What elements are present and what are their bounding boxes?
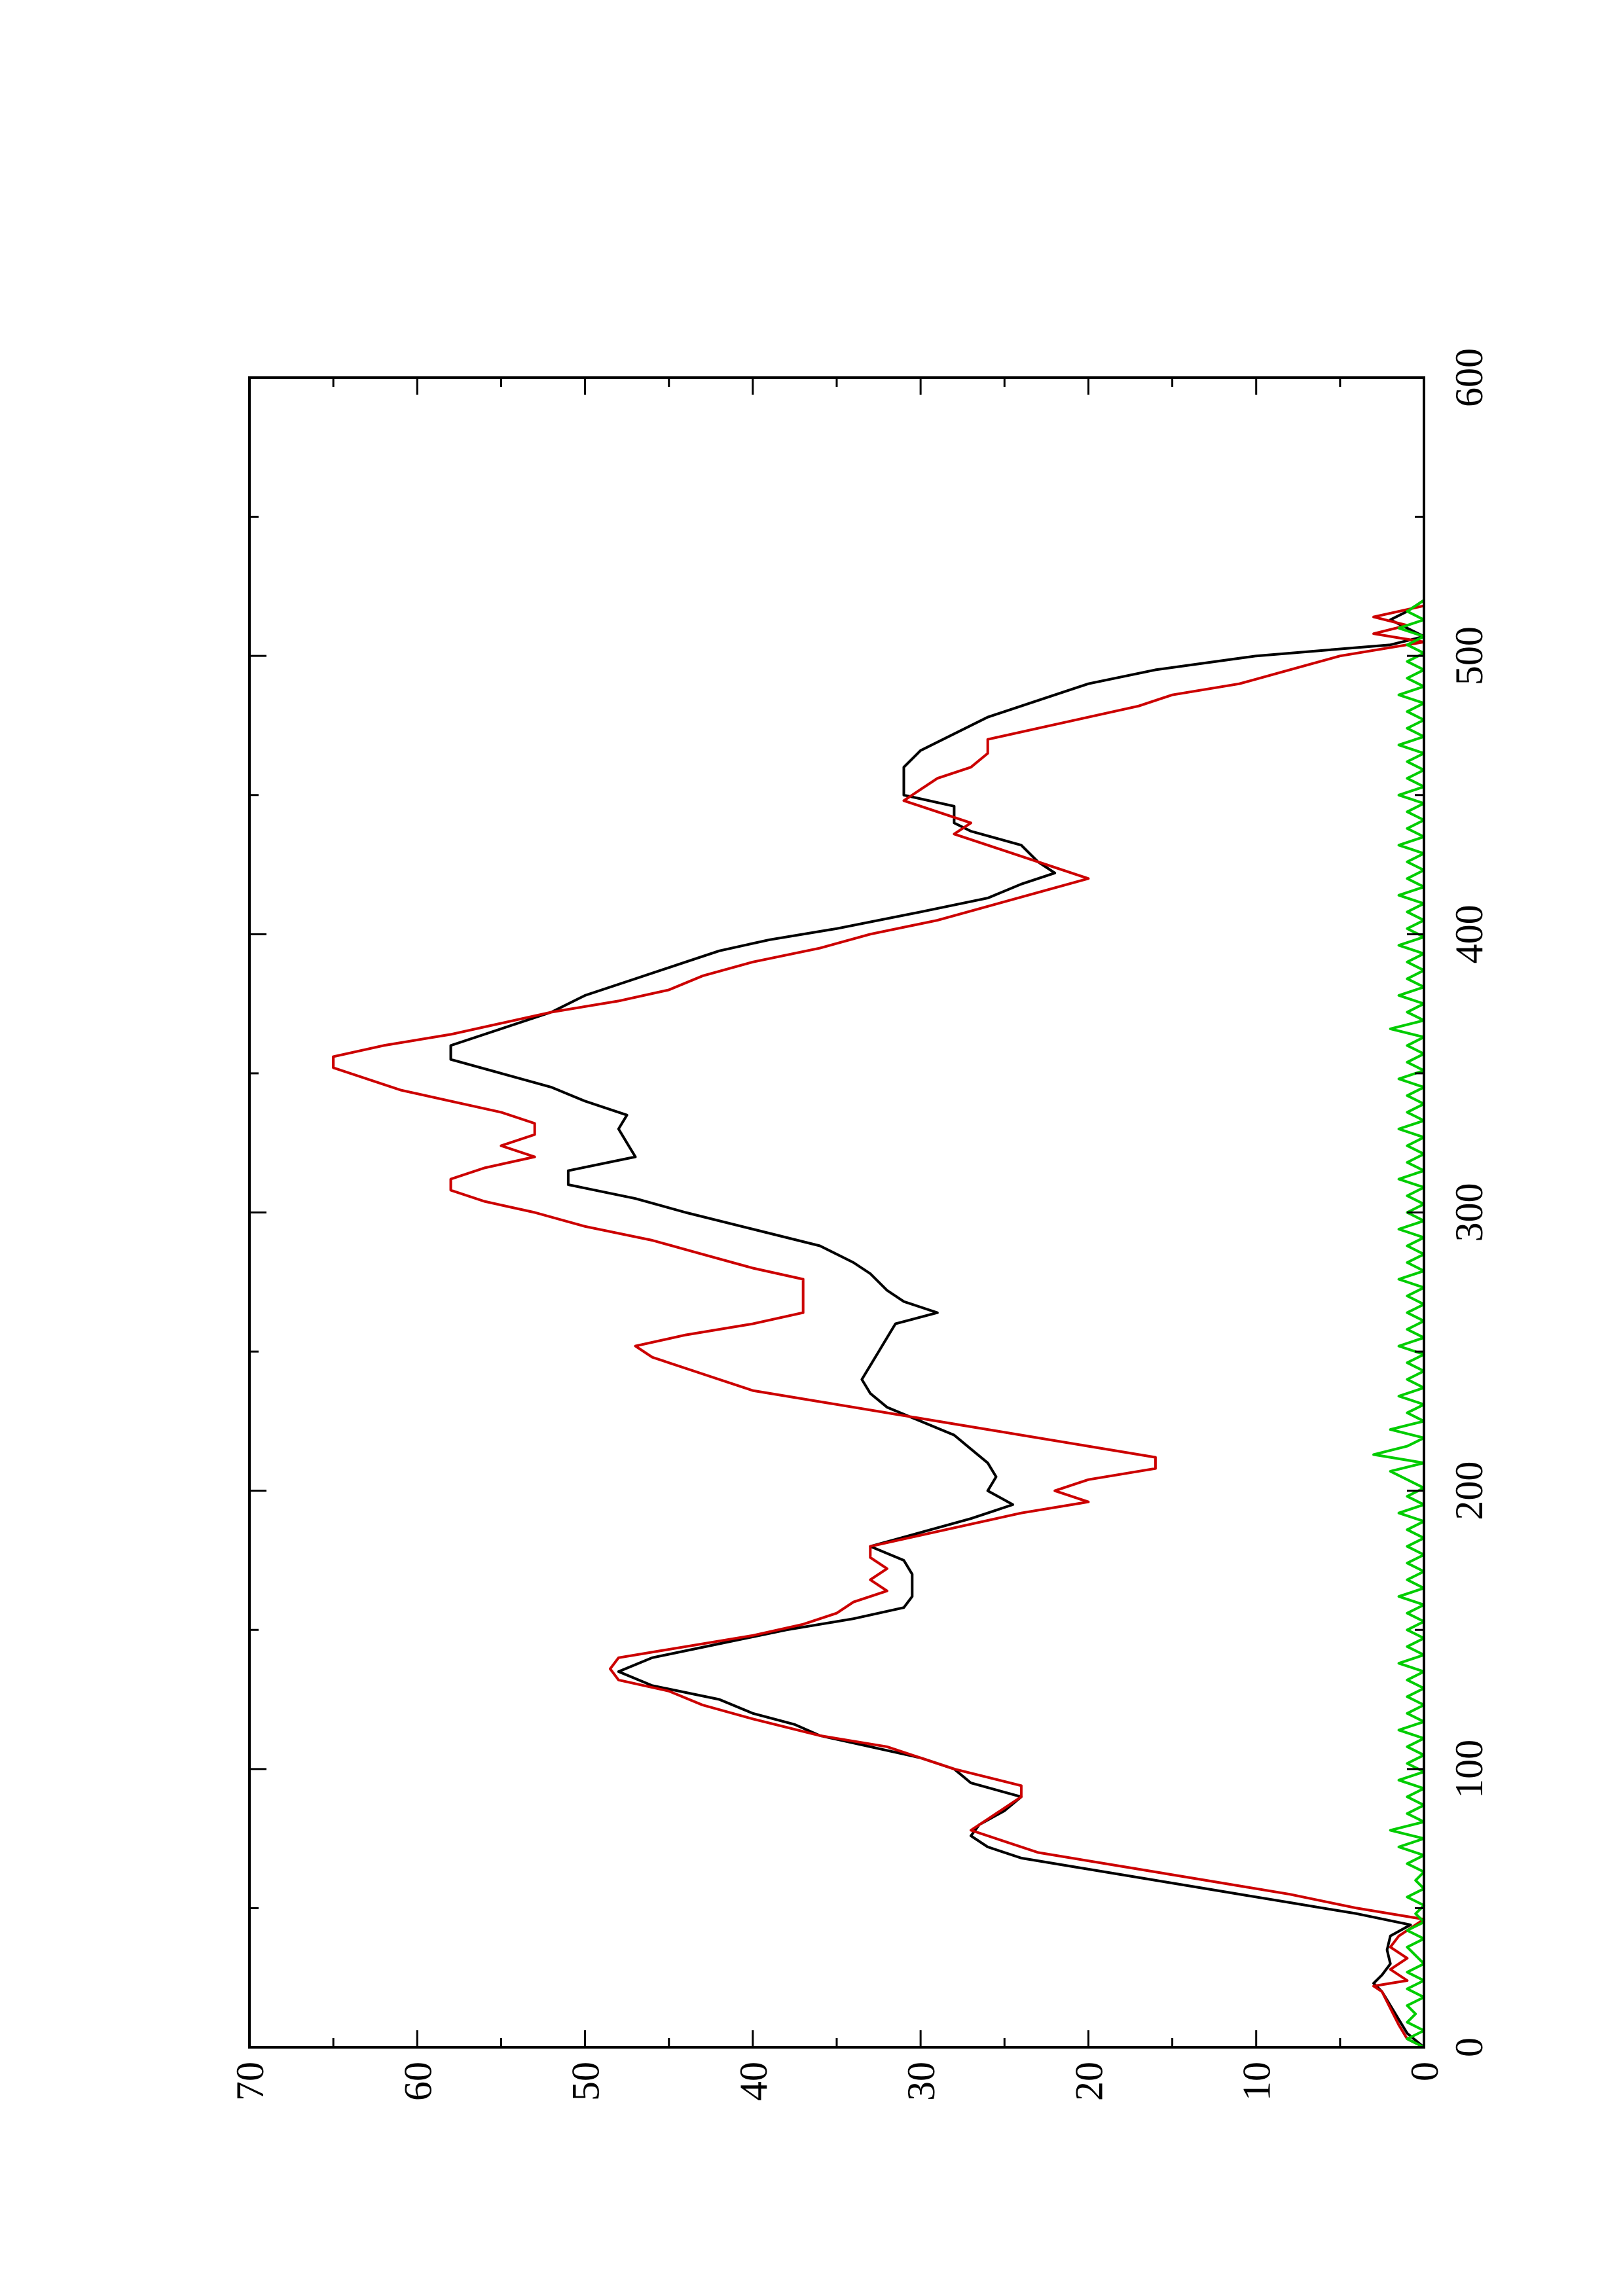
series-line-3 [1372, 599, 1425, 2049]
x-tick-label: 0 [1448, 2037, 1491, 2057]
y-tick-label: 60 [396, 2062, 439, 2101]
label-layer: 0 100 200 300 400 500 600 0 10 20 30 40 50 60 70 [228, 348, 1491, 2101]
series-line-1 [449, 599, 1425, 2049]
x-tick-label: 300 [1448, 1183, 1491, 1242]
y-tick-label: 20 [1067, 2062, 1110, 2101]
x-tick-label: 200 [1448, 1462, 1491, 1520]
x-tick-label: 100 [1448, 1740, 1491, 1799]
series-line-2 [332, 604, 1425, 2049]
y-tick-label: 10 [1235, 2062, 1279, 2101]
tick-layer [248, 376, 1425, 2049]
x-tick-label: 600 [1448, 348, 1491, 407]
y-tick-label: 50 [564, 2062, 608, 2101]
y-tick-label: 30 [900, 2062, 943, 2101]
x-tick-label: 500 [1448, 626, 1491, 685]
y-tick-label: 40 [732, 2062, 775, 2101]
x-tick-label: 400 [1448, 905, 1491, 963]
y-tick-label: 0 [1403, 2062, 1446, 2081]
series-layer [332, 599, 1425, 2049]
y-tick-label: 70 [228, 2062, 272, 2101]
